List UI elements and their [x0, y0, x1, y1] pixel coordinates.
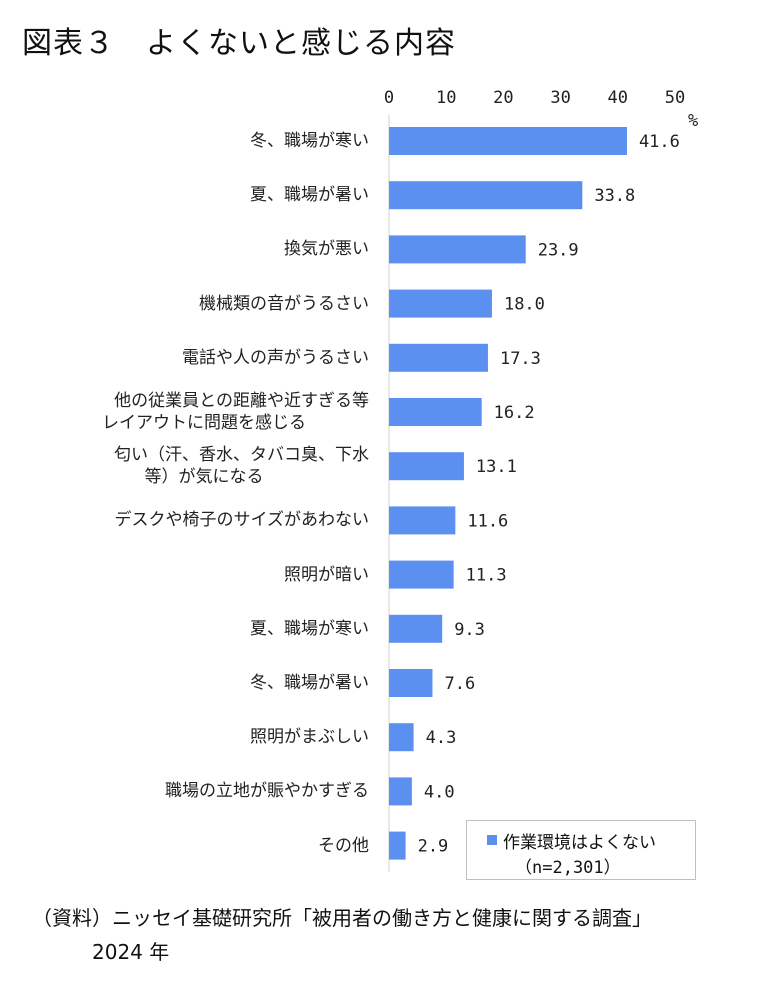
x-tick-label: 10 [436, 88, 456, 108]
data-label: 7.6 [444, 674, 475, 694]
bar [389, 831, 406, 860]
category-label: 夏、職場が暑い [250, 185, 369, 206]
data-label: 16.2 [494, 403, 535, 423]
data-label: 33.8 [594, 186, 635, 206]
x-tick-label: 50 [665, 88, 685, 108]
x-axis-unit: % [688, 111, 698, 131]
x-tick-label: 0 [384, 88, 394, 108]
category-label: 電話や人の声がうるさい [182, 347, 369, 368]
bar [389, 506, 456, 535]
chart-title: 図表３ よくないと感じる内容 [22, 26, 456, 61]
category-label: 匂い（汗、香水、タバコ臭、下水 等）が気になる [114, 445, 369, 488]
bar [389, 127, 627, 155]
bar [389, 560, 454, 589]
category-label: デスクや椅子のサイズがあわない [114, 510, 370, 531]
source-note: （資料）ニッセイ基礎研究所「被用者の働き方と健康に関する調査」 [32, 906, 652, 930]
legend: 作業環境はよくない （n=2,301） [466, 820, 696, 880]
category-label: 職場の立地が賑やかすぎる [165, 781, 369, 802]
legend-series-name: 作業環境はよくない [503, 833, 656, 853]
category-label: 機械類の音がうるさい [199, 293, 369, 314]
legend-swatch [487, 835, 497, 845]
bar-chart: 0 10 20 30 40 50% 41.6 33.8 23.9 18.0 17.3 16.2 13.1… [384, 88, 698, 872]
data-label: 11.3 [466, 566, 507, 586]
x-tick-label: 30 [550, 88, 570, 108]
bar [389, 181, 583, 210]
category-label: 照明がまぶしい [250, 727, 369, 748]
bar [389, 398, 482, 426]
category-label: 冬、職場が寒い [250, 131, 369, 151]
category-label: 夏、職場が寒い [250, 618, 369, 639]
data-label: 18.0 [504, 295, 545, 315]
bar [389, 669, 433, 697]
data-label: 17.3 [500, 349, 541, 369]
bar [389, 723, 414, 752]
category-label: 換気が悪い [284, 239, 369, 260]
data-label: 13.1 [476, 457, 517, 477]
bar [389, 289, 492, 318]
bar [389, 343, 488, 372]
bar [389, 452, 464, 481]
x-tick-label: 20 [493, 88, 513, 108]
category-label: 他の従業員との距離や近すぎる等 レイアウトに問題を感じる [102, 391, 369, 433]
x-tick-label: 40 [608, 88, 628, 108]
data-label: 11.6 [467, 511, 508, 531]
data-label: 9.3 [454, 620, 485, 640]
bar [389, 235, 526, 264]
data-label: 2.9 [418, 837, 449, 857]
legend-sample-size: （n=2,301） [515, 858, 621, 878]
data-label: 23.9 [538, 240, 579, 260]
data-label: 4.3 [426, 728, 457, 748]
bar [389, 614, 443, 643]
category-label: 冬、職場が暑い [250, 673, 369, 693]
bar [389, 777, 412, 806]
data-label: 4.0 [424, 782, 455, 802]
category-label: その他 [318, 835, 369, 856]
data-label: 41.6 [639, 132, 680, 152]
category-label: 照明が暗い [284, 564, 369, 585]
survey-year: 2024 年 [92, 940, 170, 964]
